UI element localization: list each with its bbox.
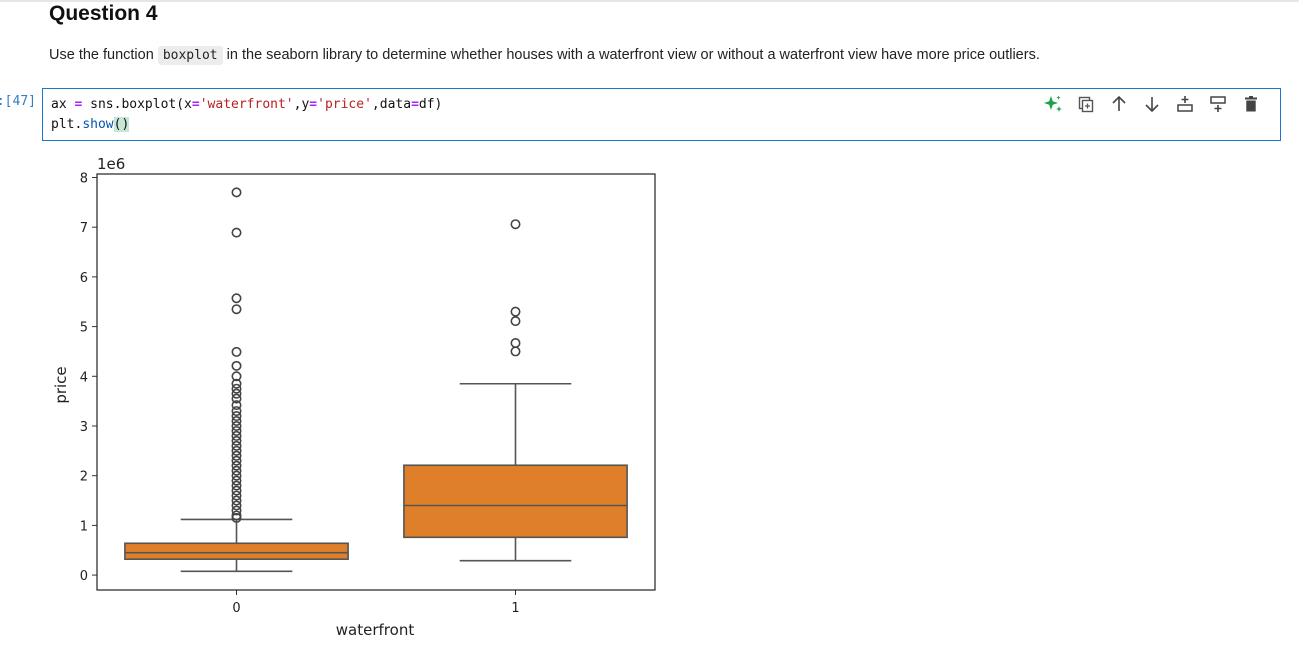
ai-assist-button[interactable]	[1042, 93, 1064, 115]
outlier-point	[231, 500, 242, 511]
move-up-button[interactable]	[1108, 93, 1130, 115]
outlier-point	[231, 480, 242, 491]
code-token: df)	[418, 97, 443, 112]
y-tick-label: 8	[80, 171, 88, 186]
box-iqr	[403, 464, 628, 539]
code-token: ,y	[293, 97, 310, 112]
y-tick-label: 7	[80, 221, 88, 236]
trash-icon	[1245, 96, 1257, 112]
cell-toolbar	[1042, 93, 1262, 115]
outlier-point	[231, 505, 242, 516]
outlier-point	[231, 378, 242, 389]
outlier-point	[510, 219, 521, 230]
y-tick-label: 1	[80, 519, 88, 534]
y-tick-label: 4	[80, 370, 88, 385]
inline-code-boxplot: boxplot	[157, 46, 223, 65]
outlier-point	[231, 227, 242, 238]
outlier-point	[510, 337, 521, 348]
outlier-point	[231, 512, 242, 523]
x-axis-label: waterfront	[336, 621, 415, 639]
outlier-point	[231, 435, 242, 446]
code-editor[interactable]: ax = sns.boxplot(x='waterfront',y='price…	[51, 95, 442, 135]
code-cell[interactable]: ax = sns.boxplot(x='waterfront',y='price…	[42, 88, 1281, 141]
code-string: 'price'	[317, 97, 372, 112]
code-token: plt.	[51, 117, 83, 132]
outlier-point	[231, 450, 242, 461]
price-boxplot-chart: 0 1 2 3 4 5 6 7 8 0 1 1e6 waterfront price	[52, 155, 656, 639]
y-tick-label: 6	[80, 271, 88, 286]
x-tick-label: 1	[511, 601, 519, 616]
delete-cell-button[interactable]	[1240, 93, 1262, 115]
arrow-up-icon	[1112, 95, 1126, 111]
outlier-point	[231, 495, 242, 506]
arrow-down-icon	[1145, 97, 1159, 113]
outlier-point	[231, 460, 242, 471]
outlier-point	[231, 304, 242, 315]
outlier-point	[231, 406, 242, 417]
outlier-point	[231, 420, 242, 431]
code-operator: =	[74, 97, 83, 112]
insert-below-icon	[1210, 96, 1226, 112]
outlier-point	[231, 346, 242, 357]
code-token: ,data	[371, 97, 412, 112]
code-operator: =	[411, 97, 419, 112]
execution-count-prompt: [47]:	[0, 94, 36, 109]
duplicate-cell-button[interactable]	[1075, 93, 1097, 115]
code-operator: =	[191, 97, 200, 112]
outlier-point	[231, 470, 242, 481]
outlier-point	[231, 465, 242, 476]
outlier-point	[231, 371, 242, 382]
outlier-point	[231, 475, 242, 486]
y-offset-label: 1e6	[97, 155, 125, 173]
outlier-point	[510, 316, 521, 327]
y-tick-label: 2	[80, 470, 88, 485]
code-string: 'waterfront'	[199, 97, 294, 112]
y-tick-label: 5	[80, 321, 88, 336]
question-instruction: Use the function boxplot in the seaborn …	[49, 46, 1040, 65]
x-tick-label: 0	[232, 601, 240, 616]
outlier-point	[231, 293, 242, 304]
top-divider	[0, 0, 1299, 2]
outlier-point	[231, 490, 242, 501]
question-heading: Question 4	[49, 2, 158, 25]
outlier-point	[231, 455, 242, 466]
y-tick-label: 3	[80, 420, 88, 435]
code-function: show	[82, 117, 114, 132]
outlier-point	[231, 430, 242, 441]
insert-above-icon	[1177, 96, 1193, 112]
move-down-button[interactable]	[1141, 93, 1163, 115]
y-tick-label: 0	[80, 569, 88, 584]
outlier-point	[231, 187, 242, 198]
code-token: sns.boxplot(x	[90, 97, 192, 112]
outlier-point	[231, 400, 242, 411]
outlier-point	[231, 416, 242, 427]
outlier-point	[231, 485, 242, 496]
y-axis-label: price	[52, 366, 70, 403]
insert-above-button[interactable]	[1174, 93, 1196, 115]
outlier-point	[231, 445, 242, 456]
plot-frame	[96, 173, 656, 591]
instruction-text-after: in the seaborn library to determine whet…	[226, 47, 1040, 63]
code-paren-match: ()	[113, 117, 130, 132]
insert-below-button[interactable]	[1207, 93, 1229, 115]
box-iqr	[124, 542, 349, 560]
outlier-point	[231, 411, 242, 422]
outlier-point	[231, 393, 242, 404]
outlier-point	[231, 440, 242, 451]
outlier-point	[231, 383, 242, 394]
duplicate-icon	[1078, 96, 1094, 113]
outlier-point	[510, 306, 521, 317]
outlier-point	[231, 425, 242, 436]
outlier-point	[231, 388, 242, 399]
outlier-point	[510, 346, 521, 357]
sparkle-icon	[1044, 95, 1062, 112]
instruction-text-before: Use the function	[49, 47, 154, 63]
code-operator: =	[309, 97, 318, 112]
code-token: ax	[51, 97, 67, 112]
outlier-point	[231, 360, 242, 371]
